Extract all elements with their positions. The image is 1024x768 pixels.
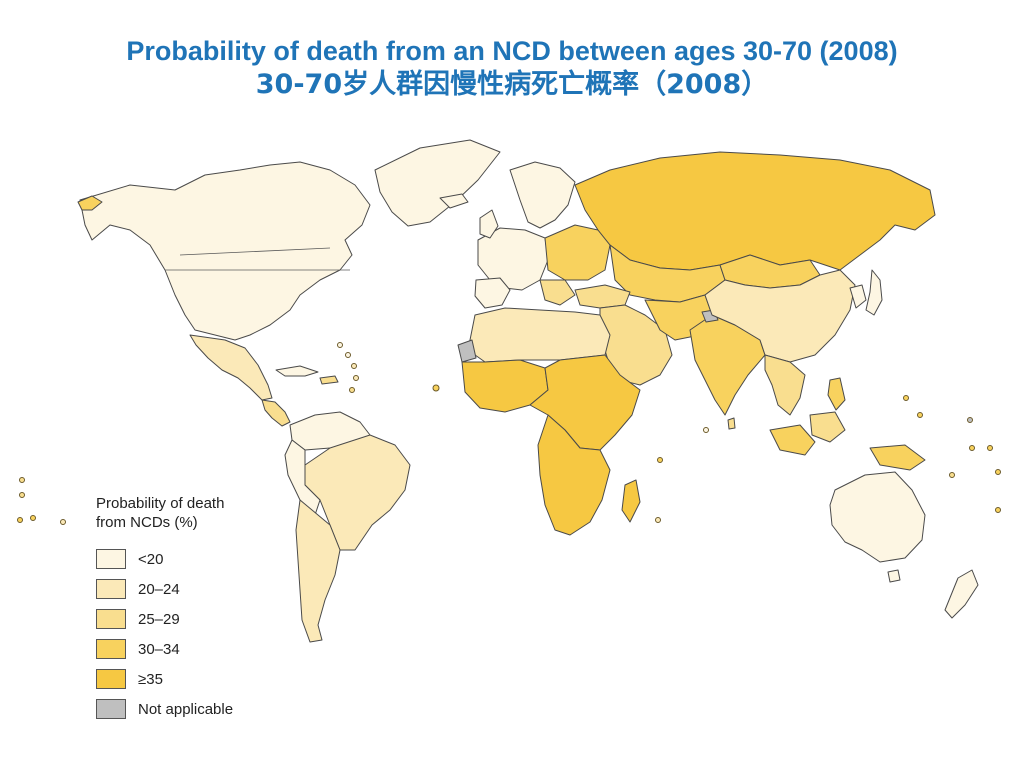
legend-label: 25–29 bbox=[138, 610, 180, 628]
island-dot bbox=[987, 445, 993, 451]
island-dot bbox=[345, 352, 351, 358]
uk-ireland bbox=[479, 209, 499, 239]
tasmania bbox=[887, 569, 901, 583]
map-legend: Probability of death from NCDs (%) <20 2… bbox=[96, 494, 296, 724]
legend-label: <20 bbox=[138, 550, 164, 568]
southern-africa bbox=[537, 414, 611, 536]
china bbox=[704, 269, 856, 363]
turkey bbox=[574, 284, 631, 309]
central-east-africa bbox=[529, 354, 641, 451]
legend-item-20-24: 20–24 bbox=[96, 574, 296, 604]
iberia bbox=[474, 277, 511, 309]
island-dot bbox=[995, 507, 1001, 513]
legend-label: Not applicable bbox=[138, 700, 234, 718]
island-dot bbox=[703, 427, 709, 433]
scandinavia bbox=[509, 161, 576, 229]
map-title: Probability of death from an NCD between… bbox=[0, 34, 1024, 102]
legend-label: 20–24 bbox=[138, 580, 180, 598]
korea bbox=[849, 284, 867, 309]
central-america bbox=[261, 399, 291, 427]
legend-item-lt20: <20 bbox=[96, 544, 296, 574]
island-dot bbox=[19, 477, 25, 483]
legend-swatch bbox=[96, 639, 126, 659]
japan bbox=[865, 269, 883, 316]
island-dot bbox=[903, 395, 909, 401]
island-dot bbox=[917, 412, 923, 418]
island-dot bbox=[349, 387, 355, 393]
title-chinese: 30-70岁人群因慢性病死亡概率（2008） bbox=[255, 69, 769, 100]
iceland bbox=[439, 193, 469, 209]
island-dot bbox=[60, 519, 66, 525]
legend-swatch bbox=[96, 669, 126, 689]
north-america bbox=[79, 161, 371, 341]
legend-swatch bbox=[96, 609, 126, 629]
island-dot bbox=[351, 363, 357, 369]
world-map-svg bbox=[17, 139, 1001, 643]
alaska-islands bbox=[77, 195, 103, 211]
sri-lanka bbox=[727, 417, 736, 430]
island-dot bbox=[655, 517, 661, 523]
new-zealand bbox=[944, 569, 979, 619]
legend-swatch bbox=[96, 699, 126, 719]
island-dot bbox=[337, 342, 343, 348]
mexico bbox=[189, 334, 273, 401]
papua bbox=[869, 444, 926, 471]
island-dot bbox=[949, 472, 955, 478]
island-dot bbox=[657, 457, 663, 463]
hispaniola bbox=[319, 375, 339, 385]
legend-title: Probability of death from NCDs (%) bbox=[96, 495, 225, 531]
legend-item-25-29: 25–29 bbox=[96, 604, 296, 634]
western-sahara-na bbox=[457, 339, 477, 363]
legend-swatch bbox=[96, 579, 126, 599]
eastern-europe bbox=[544, 224, 611, 281]
balkans bbox=[539, 279, 576, 306]
island-dot bbox=[432, 384, 440, 392]
north-africa bbox=[467, 307, 611, 363]
legend-item-gte35: ≥35 bbox=[96, 664, 296, 694]
legend-item-not-applicable: Not applicable bbox=[96, 694, 296, 724]
island-dot bbox=[967, 417, 973, 423]
madagascar bbox=[621, 479, 641, 523]
small-island-markers bbox=[17, 342, 1001, 525]
island-dot bbox=[995, 469, 1001, 475]
borneo bbox=[809, 411, 846, 443]
island-dot bbox=[30, 515, 36, 521]
island-dot bbox=[19, 492, 25, 498]
world-map bbox=[0, 130, 1024, 768]
russia bbox=[574, 151, 936, 271]
australia bbox=[829, 471, 926, 563]
island-dot bbox=[969, 445, 975, 451]
legend-item-30-34: 30–34 bbox=[96, 634, 296, 664]
legend-swatch bbox=[96, 549, 126, 569]
indonesia-west bbox=[769, 424, 816, 456]
greenland bbox=[374, 139, 501, 227]
island-dot bbox=[17, 517, 23, 523]
cuba bbox=[275, 365, 319, 377]
title-english: Probability of death from an NCD between… bbox=[126, 36, 898, 66]
island-dot bbox=[353, 375, 359, 381]
philippines bbox=[827, 377, 846, 411]
argentina-chile bbox=[295, 499, 341, 643]
legend-label: ≥35 bbox=[138, 670, 163, 688]
indochina bbox=[764, 354, 806, 416]
legend-label: 30–34 bbox=[138, 640, 180, 658]
